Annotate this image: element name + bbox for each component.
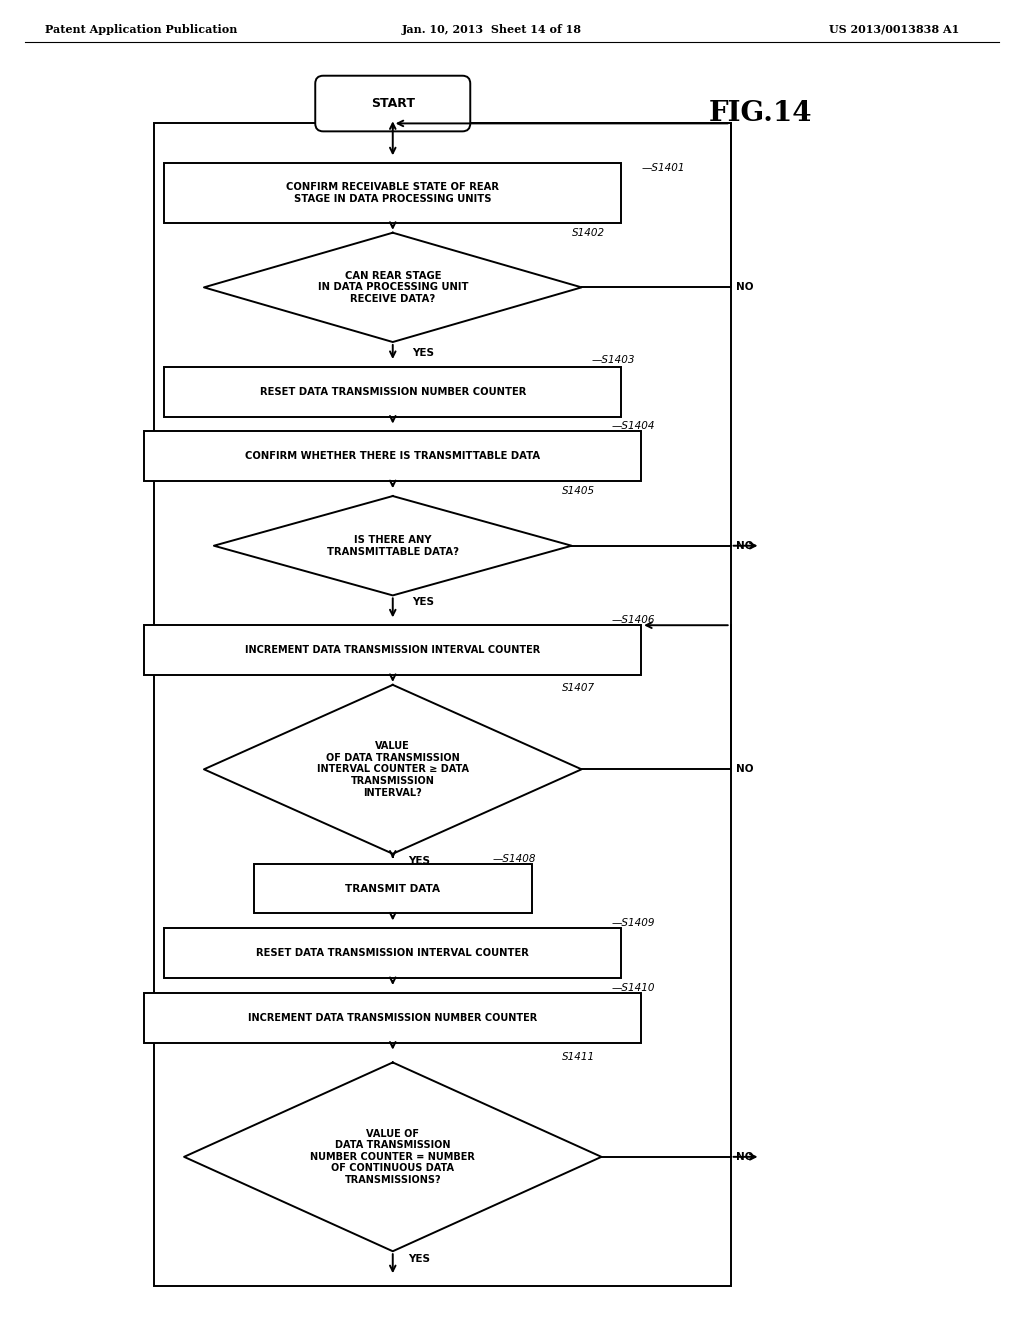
- Text: —S1403: —S1403: [592, 355, 635, 364]
- Text: NO: NO: [735, 541, 753, 550]
- Text: —S1404: —S1404: [611, 421, 655, 432]
- Text: S1407: S1407: [562, 682, 595, 693]
- FancyBboxPatch shape: [164, 164, 622, 223]
- Text: CAN REAR STAGE
IN DATA PROCESSING UNIT
RECEIVE DATA?: CAN REAR STAGE IN DATA PROCESSING UNIT R…: [317, 271, 468, 304]
- Polygon shape: [214, 496, 571, 595]
- FancyBboxPatch shape: [155, 123, 730, 1286]
- Text: S1411: S1411: [562, 1052, 595, 1063]
- FancyBboxPatch shape: [164, 367, 622, 417]
- Text: INCREMENT DATA TRANSMISSION NUMBER COUNTER: INCREMENT DATA TRANSMISSION NUMBER COUNT…: [248, 1012, 538, 1023]
- FancyBboxPatch shape: [144, 993, 641, 1043]
- Text: —S1409: —S1409: [611, 919, 655, 928]
- Text: YES: YES: [408, 855, 430, 866]
- Text: RESET DATA TRANSMISSION INTERVAL COUNTER: RESET DATA TRANSMISSION INTERVAL COUNTER: [256, 948, 529, 958]
- Text: NO: NO: [735, 764, 753, 775]
- Text: NO: NO: [735, 282, 753, 292]
- FancyBboxPatch shape: [144, 626, 641, 675]
- Text: YES: YES: [413, 598, 434, 607]
- FancyBboxPatch shape: [254, 863, 531, 913]
- Text: VALUE OF
DATA TRANSMISSION
NUMBER COUNTER = NUMBER
OF CONTINUOUS DATA
TRANSMISSI: VALUE OF DATA TRANSMISSION NUMBER COUNTE…: [310, 1129, 475, 1185]
- Text: VALUE
OF DATA TRANSMISSION
INTERVAL COUNTER ≥ DATA
TRANSMISSION
INTERVAL?: VALUE OF DATA TRANSMISSION INTERVAL COUN…: [316, 741, 469, 797]
- Text: INCREMENT DATA TRANSMISSION INTERVAL COUNTER: INCREMENT DATA TRANSMISSION INTERVAL COU…: [245, 645, 541, 655]
- Text: —S1410: —S1410: [611, 983, 655, 993]
- Text: Jan. 10, 2013  Sheet 14 of 18: Jan. 10, 2013 Sheet 14 of 18: [402, 24, 582, 34]
- Text: IS THERE ANY
TRANSMITTABLE DATA?: IS THERE ANY TRANSMITTABLE DATA?: [327, 535, 459, 557]
- Text: YES: YES: [413, 348, 434, 358]
- Text: US 2013/0013838 A1: US 2013/0013838 A1: [828, 24, 959, 34]
- Polygon shape: [204, 685, 582, 854]
- FancyBboxPatch shape: [315, 75, 470, 132]
- Text: CONFIRM RECEIVABLE STATE OF REAR
STAGE IN DATA PROCESSING UNITS: CONFIRM RECEIVABLE STATE OF REAR STAGE I…: [287, 182, 500, 203]
- Text: —S1408: —S1408: [493, 854, 536, 863]
- FancyBboxPatch shape: [164, 928, 622, 978]
- Text: TRANSMIT DATA: TRANSMIT DATA: [345, 883, 440, 894]
- Text: S1405: S1405: [562, 486, 595, 496]
- Text: —S1401: —S1401: [641, 164, 685, 173]
- Polygon shape: [184, 1063, 601, 1251]
- Text: YES: YES: [408, 1254, 430, 1265]
- Polygon shape: [204, 232, 582, 342]
- Text: NO: NO: [735, 1152, 753, 1162]
- Text: S1402: S1402: [571, 228, 605, 238]
- Text: FIG.14: FIG.14: [709, 100, 812, 127]
- Text: START: START: [371, 98, 415, 110]
- Text: Patent Application Publication: Patent Application Publication: [45, 24, 238, 34]
- FancyBboxPatch shape: [144, 432, 641, 480]
- Text: RESET DATA TRANSMISSION NUMBER COUNTER: RESET DATA TRANSMISSION NUMBER COUNTER: [259, 387, 526, 397]
- Text: CONFIRM WHETHER THERE IS TRANSMITTABLE DATA: CONFIRM WHETHER THERE IS TRANSMITTABLE D…: [245, 451, 541, 461]
- Text: —S1406: —S1406: [611, 615, 655, 626]
